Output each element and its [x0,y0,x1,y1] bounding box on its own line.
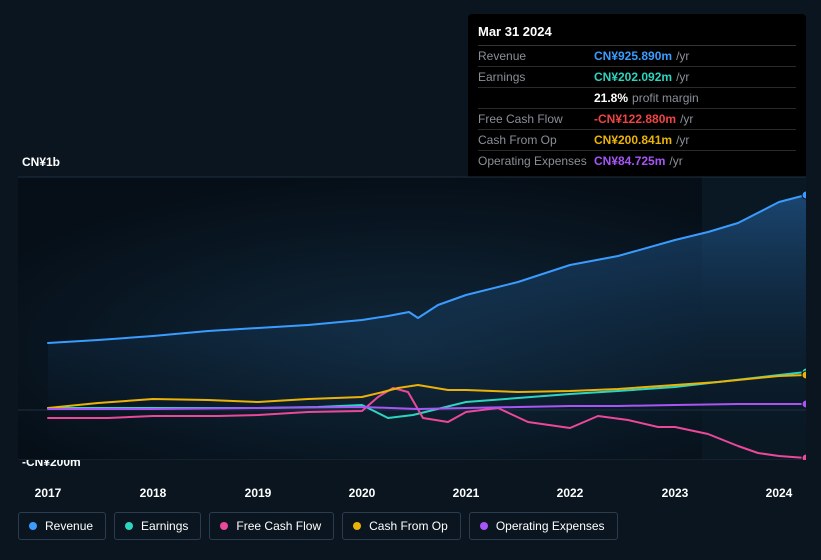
legend-dot-icon [125,522,133,530]
tooltip-row-value: CN¥202.092m/yr [594,70,689,84]
legend-label: Operating Expenses [496,519,605,533]
tooltip-row: Cash From OpCN¥200.841m/yr [478,130,796,151]
tooltip-row: Free Cash Flow-CN¥122.880m/yr [478,109,796,130]
x-axis-label: 2024 [766,486,793,500]
legend-dot-icon [353,522,361,530]
tooltip-row: RevenueCN¥925.890m/yr [478,46,796,67]
legend-item[interactable]: Cash From Op [342,512,461,540]
tooltip-row-label [478,91,594,105]
chart-plot-area[interactable] [18,160,806,460]
tooltip-row: EarningsCN¥202.092m/yr [478,67,796,88]
x-axis-label: 2020 [349,486,376,500]
tooltip-row-value: CN¥925.890m/yr [594,49,689,63]
tooltip-row-label: Free Cash Flow [478,112,594,126]
legend-dot-icon [220,522,228,530]
tooltip-row-label: Cash From Op [478,133,594,147]
legend-label: Revenue [45,519,93,533]
line-chart-svg [18,160,806,460]
legend-item[interactable]: Operating Expenses [469,512,618,540]
chart-container: CN¥1bCN¥0-CN¥200m 2017201820192020202120… [18,160,806,460]
legend-item[interactable]: Earnings [114,512,201,540]
x-axis-label: 2017 [35,486,62,500]
x-axis-label: 2023 [662,486,689,500]
legend-dot-icon [29,522,37,530]
legend-item[interactable]: Free Cash Flow [209,512,334,540]
chart-legend: Revenue Earnings Free Cash Flow Cash From O… [18,512,618,540]
x-axis-label: 2019 [245,486,272,500]
x-axis-label: 2018 [140,486,167,500]
tooltip-row: 21.8%profit margin [478,88,796,109]
tooltip-row-value: -CN¥122.880m/yr [594,112,693,126]
tooltip-row-label: Revenue [478,49,594,63]
tooltip-row-label: Earnings [478,70,594,84]
tooltip-row-value: 21.8%profit margin [594,91,699,105]
legend-label: Free Cash Flow [236,519,321,533]
legend-label: Cash From Op [369,519,448,533]
legend-label: Earnings [141,519,188,533]
data-tooltip: Mar 31 2024 RevenueCN¥925.890m/yrEarning… [468,14,806,179]
tooltip-date: Mar 31 2024 [478,20,796,46]
legend-dot-icon [480,522,488,530]
tooltip-row-value: CN¥200.841m/yr [594,133,689,147]
legend-item[interactable]: Revenue [18,512,106,540]
x-axis-label: 2021 [453,486,480,500]
x-axis-label: 2022 [557,486,584,500]
